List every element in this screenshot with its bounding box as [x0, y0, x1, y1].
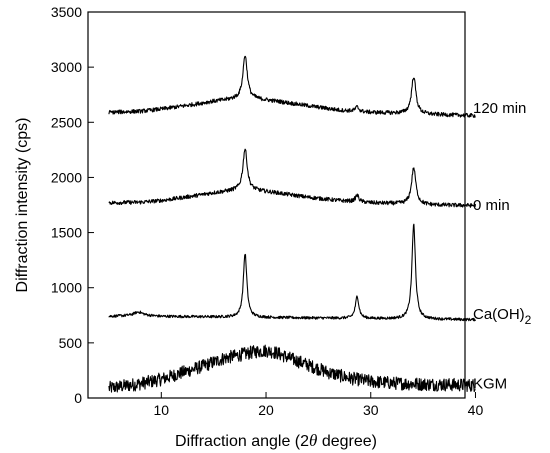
series-line	[108, 223, 477, 322]
y-tick-label: 3500	[51, 4, 82, 20]
series-labels: KGM Ca(OH)2 0 min 120 min	[473, 100, 532, 393]
series-label: Ca(OH)2	[473, 306, 532, 327]
y-tick-label: 0	[74, 390, 82, 406]
y-tick-label: 1500	[51, 225, 82, 241]
y-tick-label: 3000	[51, 59, 82, 75]
x-axis-label: Diffraction angle (2θ degree)	[175, 431, 377, 450]
series-label: 0 min	[473, 197, 510, 214]
x-tick-label: 10	[154, 402, 170, 418]
series-line	[108, 148, 477, 208]
plot-frame	[87, 11, 466, 399]
series-line	[108, 344, 476, 393]
x-tick-label: 30	[363, 402, 379, 418]
y-tick-label: 1000	[51, 280, 82, 296]
y-tick-label: 500	[59, 335, 83, 351]
series-label: 120 min	[473, 100, 526, 117]
series-line	[108, 55, 476, 118]
y-axis-label: Diffraction intensity (cps)	[14, 118, 31, 293]
x-tick-label: 20	[258, 402, 274, 418]
axis-ticks: 10 20 30 40 0 500 1000 1500 2000 2500 3000 3500	[51, 4, 484, 418]
x-tick-label: 40	[468, 402, 484, 418]
y-tick-label: 2000	[51, 169, 82, 185]
series-group	[108, 55, 477, 393]
series-label: KGM	[473, 376, 507, 393]
y-tick-label: 2500	[51, 114, 82, 130]
